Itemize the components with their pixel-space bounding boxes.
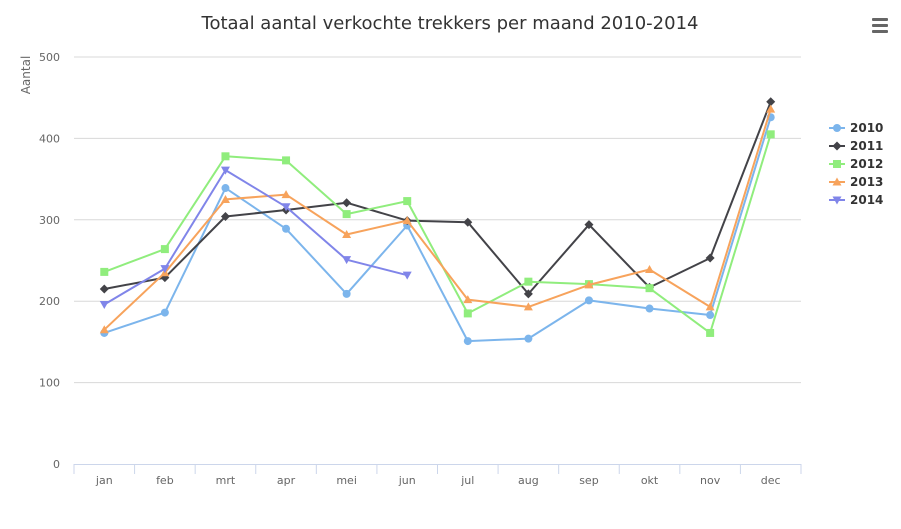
data-point [221,152,230,161]
x-tick-label: sep [579,474,598,487]
legend-label: 2011 [850,139,883,153]
x-tick-label: aug [518,474,539,487]
y-tick-label: 500 [39,51,60,64]
hamburger-menu-icon[interactable] [866,14,894,38]
y-tick-label: 400 [39,132,60,145]
legend-marker [832,177,842,186]
x-tick-label: nov [700,474,721,487]
legend-item-2012[interactable]: 2012 [829,157,883,171]
data-point [160,265,170,274]
x-tick-label: dec [761,474,781,487]
series [99,97,776,346]
legend-label: 2012 [850,157,883,171]
data-point [160,245,169,254]
legend-marker [833,160,841,168]
data-point [463,337,472,346]
legend: 2010 2011 2012 2013 2014 [829,121,883,207]
data-point [766,130,775,139]
series-line [103,133,772,334]
y-tick-label: 200 [39,295,60,308]
series-line [103,108,772,331]
data-point [403,197,412,206]
data-point [524,277,533,286]
legend-item-2010[interactable]: 2010 [829,121,883,135]
data-point [402,216,412,225]
data-point [402,271,412,280]
x-tick-label: jan [95,474,113,487]
data-point [100,267,109,276]
x-tick-label: jul [460,474,474,487]
data-point [220,194,230,203]
data-point [584,296,593,305]
legend-marker [833,124,841,132]
series-2013 [99,104,776,334]
legend-marker [832,196,842,205]
legend-label: 2014 [850,193,883,207]
data-point [705,253,715,263]
menu-bar-middle [872,24,888,27]
menu-bar-bottom [872,30,888,33]
x-tick-label: okt [641,474,659,487]
data-point [645,264,655,273]
data-point [705,302,715,311]
menu-bar-top [872,18,888,21]
data-point [282,156,291,165]
data-point [706,311,715,320]
legend-item-2014[interactable]: 2014 [829,193,883,207]
data-point [220,166,230,175]
y-tick-label: 0 [53,458,60,471]
y-axis-label: Aantal [19,56,33,95]
data-point [281,203,291,212]
data-point [342,256,352,265]
data-point [584,280,594,289]
data-point [584,220,594,230]
series-line [103,100,772,295]
data-point [523,289,533,299]
y-tick-label: 100 [39,377,60,390]
x-tick-label: feb [156,474,174,487]
data-point [220,212,230,222]
data-point [463,309,472,318]
series-line [103,169,409,306]
data-point [282,224,291,233]
legend-marker [832,141,842,151]
data-point [342,198,352,208]
data-point [706,328,715,337]
data-point [99,284,109,294]
legend-label: 2010 [850,121,883,135]
data-point [221,184,230,193]
series-2011 [99,97,776,299]
data-point [281,190,291,199]
x-tick-label: mrt [216,474,236,487]
data-point [523,302,533,311]
x-tick-label: jun [398,474,416,487]
axes: 0 100 200 300 400 500 jan feb mrt apr mei jun jul aug… [39,51,802,487]
data-point [645,284,654,293]
data-point [463,295,473,304]
data-point [160,308,169,317]
data-point [766,97,776,107]
legend-item-2013[interactable]: 2013 [829,175,883,189]
x-tick-label: apr [277,474,296,487]
chart-title: Totaal aantal verkochte trekkers per maa… [201,13,699,34]
series-line [103,116,772,343]
data-point [99,325,109,334]
legend-item-2011[interactable]: 2011 [829,139,883,153]
data-point [524,334,533,343]
series-2012 [100,130,775,337]
data-point [342,289,351,298]
series-2014 [99,166,412,309]
data-point [342,229,352,238]
x-tick-label: mei [336,474,357,487]
series-2010 [100,113,775,346]
data-point [99,300,109,309]
data-point [342,210,351,219]
data-point [766,104,776,113]
data-point [463,217,473,227]
y-tick-label: 300 [39,214,60,227]
legend-label: 2013 [850,175,883,189]
data-point [645,304,654,313]
